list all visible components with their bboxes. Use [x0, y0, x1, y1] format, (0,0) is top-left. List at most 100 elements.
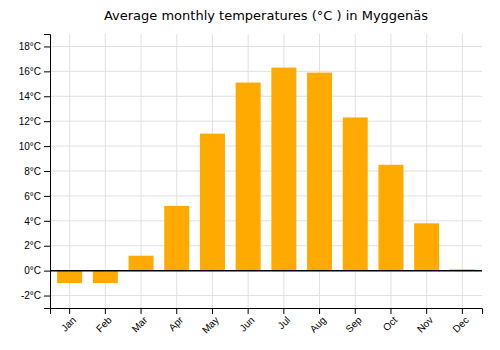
- bar: [307, 73, 332, 271]
- y-tick-mark: [44, 171, 50, 172]
- y-tick: 12°C: [19, 116, 50, 127]
- plot: -2°C 0°C 2°C 4°C 6°C 8°C 10°C 12°C 14°C 16°C 18°C J…: [19, 34, 483, 336]
- x-tick-mark: [319, 308, 320, 314]
- y-tick-label: 6°C: [24, 191, 41, 202]
- y-tick-mark: [44, 296, 50, 297]
- grid-line: [50, 146, 482, 147]
- x-tick-mark: [176, 308, 177, 314]
- x-tick: May: [200, 308, 221, 336]
- y-tick-mark: [44, 46, 50, 47]
- x-tick-label: Jan: [59, 314, 78, 333]
- title: Average monthly temperatures (°C ) in My…: [104, 8, 428, 23]
- bar: [378, 165, 403, 271]
- y-tick-mark: [44, 121, 50, 122]
- x-tick-mark: [426, 308, 427, 314]
- x-tick-mark: [141, 308, 142, 314]
- x-tick-label: Apr: [166, 314, 185, 333]
- grid-line: [50, 71, 482, 72]
- x-tick: Dec: [450, 308, 470, 335]
- x-axis: Jan Feb Mar Apr May Jun Jul Aug Sep Oct Nov Dec: [51, 308, 483, 336]
- y-tick: 16°C: [19, 66, 50, 77]
- bar: [200, 134, 225, 271]
- x-tick: Mar: [130, 308, 150, 334]
- y-tick-label: 0°C: [24, 265, 41, 276]
- bar: [236, 83, 261, 271]
- y-tick: 10°C: [19, 141, 50, 152]
- bar: [271, 68, 296, 271]
- x-tick-label: Dec: [450, 314, 470, 334]
- x-tick: Feb: [94, 308, 114, 334]
- x-tick-label: Aug: [308, 314, 328, 334]
- x-tick-label: Oct: [381, 314, 400, 333]
- grid-line: [50, 46, 482, 47]
- x-tick-label: Jul: [276, 314, 293, 331]
- x-tick: Apr: [166, 308, 185, 333]
- grid-line: [50, 96, 482, 97]
- x-tick-mark: [248, 308, 249, 314]
- y-tick-label: 10°C: [19, 141, 41, 152]
- bar: [57, 271, 82, 283]
- y-tick-label: -2°C: [21, 290, 41, 301]
- chart: -2°C 0°C 2°C 4°C 6°C 8°C 10°C 12°C 14°C 16°C 18°C J…: [0, 0, 500, 350]
- y-tick-label: 8°C: [24, 166, 41, 177]
- y-tick-label: 2°C: [24, 240, 41, 251]
- x-tick-label: Feb: [94, 314, 114, 334]
- x-tick-label: Mar: [130, 314, 150, 334]
- y-tick-mark: [44, 146, 50, 147]
- x-tick-mark: [283, 308, 284, 314]
- bar: [164, 206, 189, 271]
- bar: [343, 117, 368, 270]
- y-tick: 14°C: [19, 91, 50, 102]
- y-tick: -2°C: [21, 290, 50, 301]
- bar: [93, 271, 118, 283]
- grid-line: [50, 220, 482, 221]
- y-tick-label: 18°C: [19, 41, 41, 52]
- grid-line: [50, 295, 482, 296]
- y-tick-label: 16°C: [19, 66, 41, 77]
- y-tick-label: 4°C: [24, 216, 41, 227]
- grid-line: [50, 270, 482, 271]
- zero-line: [50, 270, 482, 272]
- y-tick: 8°C: [24, 166, 50, 177]
- y-axis-line: [44, 35, 51, 309]
- grid-line: [50, 171, 482, 172]
- bars: [57, 68, 475, 283]
- y-tick-mark: [44, 71, 50, 72]
- bar: [129, 256, 154, 271]
- x-tick-mark: [105, 308, 106, 314]
- grid-line: [69, 34, 70, 308]
- y-tick-mark: [44, 271, 50, 272]
- x-tick: Nov: [415, 308, 435, 335]
- y-tick: 2°C: [24, 240, 50, 251]
- x-tick: Aug: [308, 308, 328, 335]
- x-tick-label: May: [200, 314, 221, 335]
- grid-line: [50, 195, 482, 196]
- x-tick: Oct: [381, 308, 400, 333]
- y-tick-mark: [44, 221, 50, 222]
- y-tick-mark: [44, 196, 50, 197]
- x-tick-mark: [390, 308, 391, 314]
- y-tick: 4°C: [24, 216, 50, 227]
- grid-line: [50, 121, 482, 122]
- x-axis-line: [51, 309, 483, 315]
- bar: [414, 223, 439, 270]
- x-tick-mark: [462, 308, 463, 314]
- y-axis: -2°C 0°C 2°C 4°C 6°C 8°C 10°C 12°C 14°C 16°C 18°C: [19, 35, 51, 309]
- y-tick: 6°C: [24, 191, 50, 202]
- x-tick: Sep: [343, 308, 364, 335]
- y-tick-label: 14°C: [19, 91, 41, 102]
- grid-line: [105, 34, 106, 308]
- grid: [50, 34, 482, 308]
- x-tick: Jul: [276, 308, 293, 331]
- y-tick-mark: [44, 246, 50, 247]
- x-tick-label: Nov: [415, 314, 435, 334]
- y-tick-label: 12°C: [19, 116, 41, 127]
- x-tick-mark: [355, 308, 356, 314]
- x-tick: Jan: [59, 308, 78, 334]
- x-tick-label: Sep: [343, 314, 364, 335]
- x-tick-mark: [69, 308, 70, 314]
- x-tick-mark: [212, 308, 213, 314]
- y-tick: 0°C: [24, 265, 50, 276]
- x-tick-label: Jun: [237, 314, 256, 333]
- y-tick: 18°C: [19, 41, 50, 52]
